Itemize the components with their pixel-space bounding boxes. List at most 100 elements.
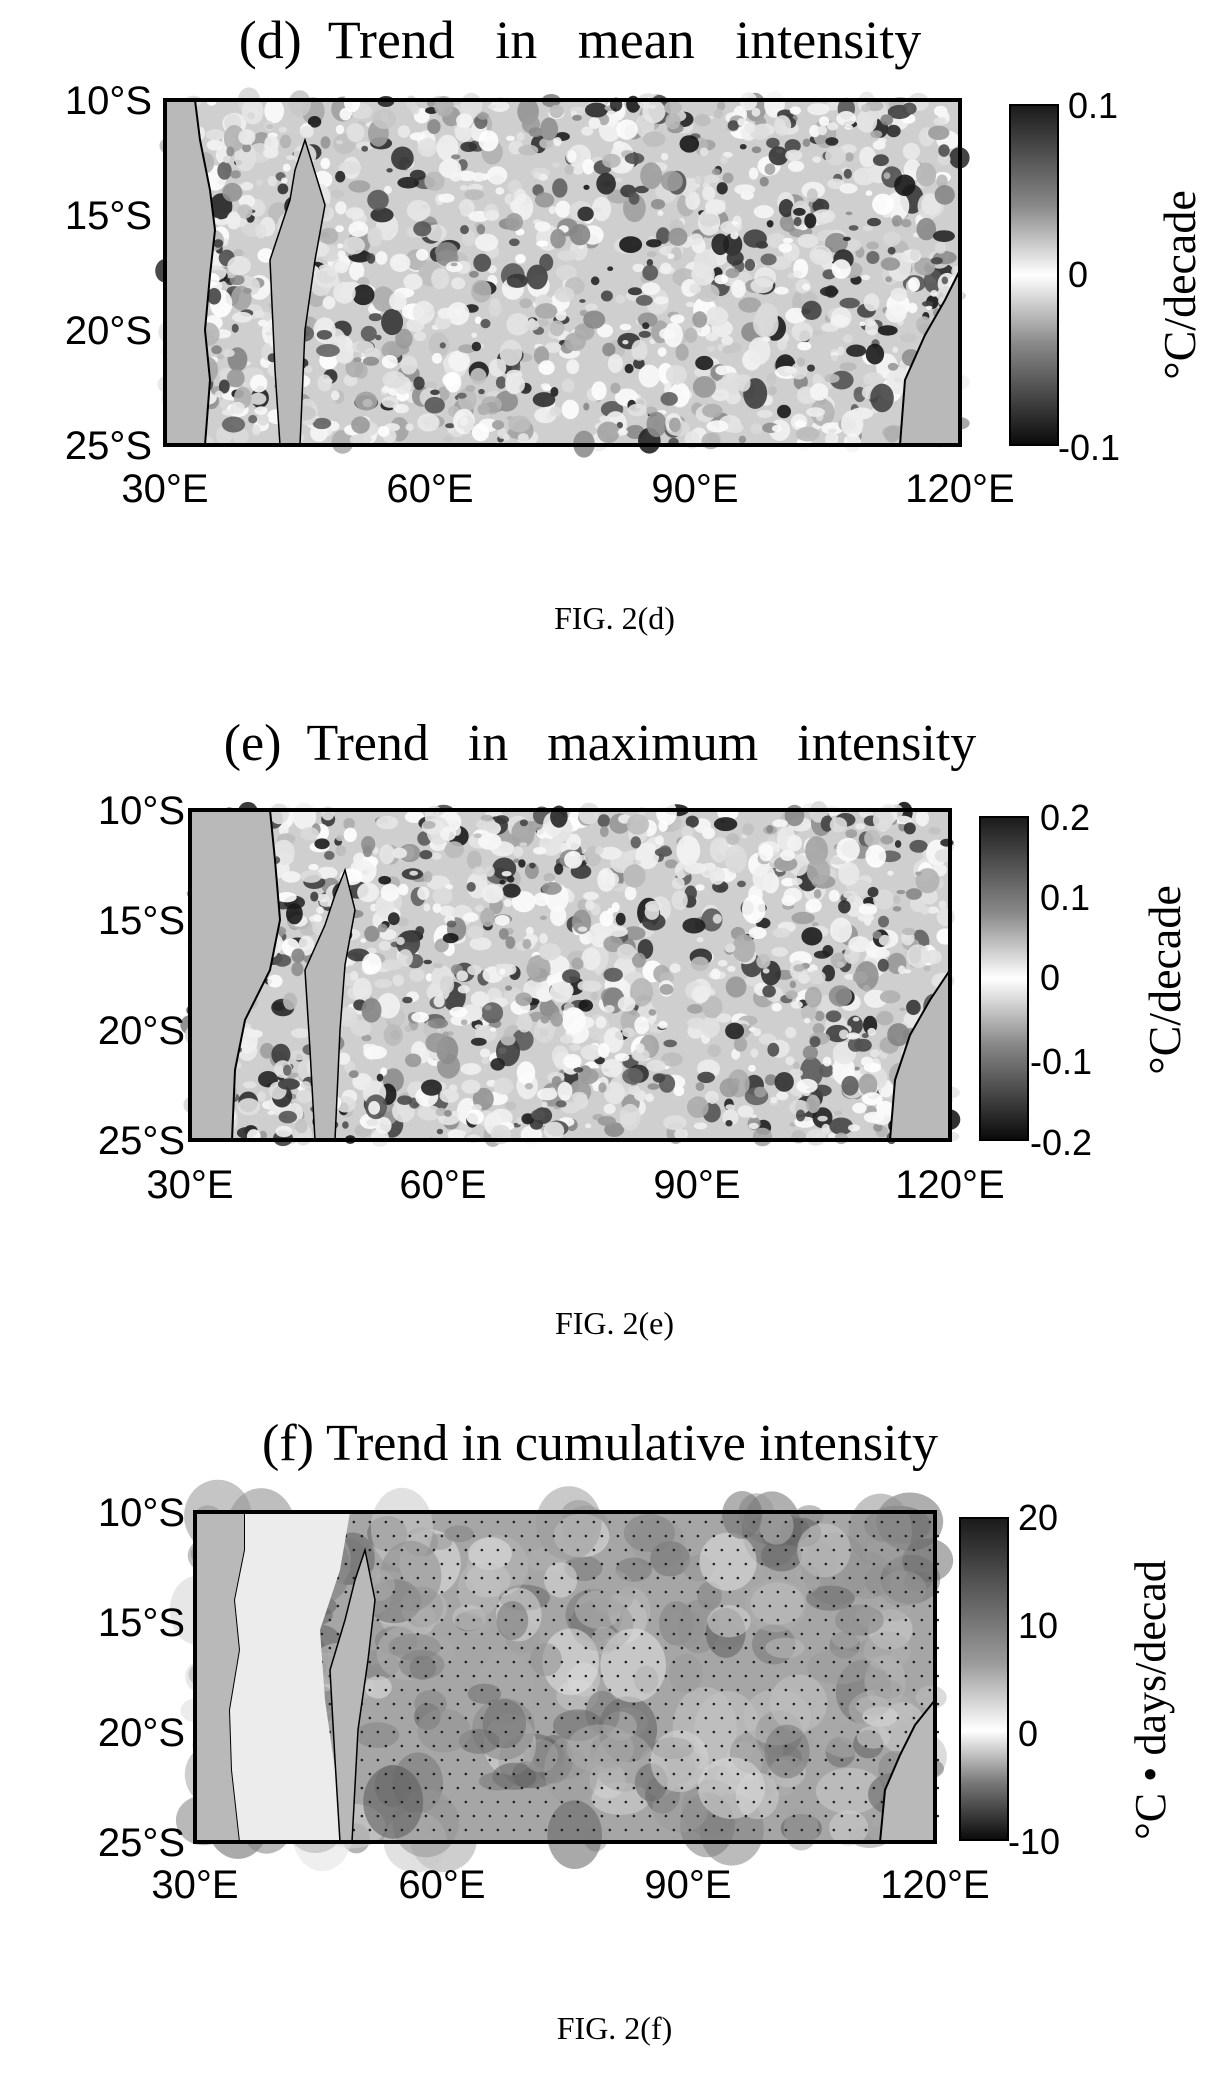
texture-blob <box>599 826 609 838</box>
texture-blob <box>511 891 536 913</box>
texture-blob <box>406 200 431 221</box>
texture-blob <box>695 884 705 891</box>
texture-blob <box>237 1098 261 1116</box>
texture-blob <box>343 91 361 113</box>
texture-blob <box>499 968 506 975</box>
texture-blob <box>845 211 853 216</box>
significance-dot <box>408 1814 412 1818</box>
texture-blob <box>894 174 916 197</box>
significance-dot <box>400 1716 404 1720</box>
significance-dot <box>784 1520 788 1524</box>
significance-dot <box>600 1758 604 1762</box>
significance-dot <box>560 1688 564 1692</box>
significance-dot <box>624 1632 628 1636</box>
texture-blob <box>861 274 871 281</box>
significance-dot <box>648 1534 652 1538</box>
significance-dot <box>648 1646 652 1650</box>
significance-dot <box>640 1576 644 1580</box>
significance-dot <box>576 1520 580 1524</box>
texture-blob <box>397 125 411 138</box>
texture-blob <box>275 1125 293 1138</box>
texture-blob <box>444 371 462 393</box>
texture-blob <box>848 225 859 231</box>
significance-dot <box>432 1744 436 1748</box>
texture-blob <box>809 383 829 401</box>
texture-blob <box>299 125 314 138</box>
significance-dot <box>848 1576 852 1580</box>
significance-dot <box>768 1548 772 1552</box>
texture-blob <box>255 224 267 239</box>
significance-dot <box>400 1828 404 1832</box>
texture-blob <box>264 98 285 124</box>
significance-dot <box>752 1800 756 1804</box>
texture-blob <box>628 1085 641 1096</box>
texture-blob <box>801 927 823 946</box>
significance-dot <box>880 1576 884 1580</box>
texture-blob <box>721 335 734 346</box>
texture-blob <box>367 227 383 247</box>
texture-blob <box>454 124 473 142</box>
significance-dot <box>512 1520 516 1524</box>
texture-blob <box>374 978 393 989</box>
texture-blob <box>506 313 530 336</box>
x-tick-label: 60°E <box>386 467 473 511</box>
texture-blob <box>378 940 391 951</box>
texture-blob <box>766 137 780 149</box>
texture-blob <box>688 192 698 199</box>
significance-dot <box>688 1632 692 1636</box>
significance-dot <box>640 1604 644 1608</box>
significance-dot <box>408 1534 412 1538</box>
significance-dot <box>616 1814 620 1818</box>
texture-blob <box>348 180 371 193</box>
significance-dot <box>872 1786 876 1790</box>
significance-dot <box>416 1576 420 1580</box>
texture-blob <box>231 323 239 333</box>
texture-blob <box>648 1009 657 1016</box>
texture-blob <box>362 398 373 408</box>
significance-dot <box>504 1590 508 1594</box>
significance-dot <box>936 1814 940 1818</box>
texture-blob <box>631 1048 650 1062</box>
significance-dot <box>584 1730 588 1734</box>
texture-blob <box>579 299 586 303</box>
significance-dot <box>576 1744 580 1748</box>
texture-blob <box>793 964 805 972</box>
significance-dot <box>384 1548 388 1552</box>
texture-blob <box>481 1002 504 1024</box>
significance-dot <box>824 1758 828 1762</box>
significance-dot <box>560 1800 564 1804</box>
texture-blob <box>623 864 646 888</box>
significance-dot <box>736 1688 740 1692</box>
significance-dot <box>496 1548 500 1552</box>
significance-dot <box>896 1660 900 1664</box>
significance-dot <box>888 1702 892 1706</box>
texture-blob <box>500 1034 516 1046</box>
texture-blob <box>758 843 774 862</box>
texture-blob <box>909 839 928 853</box>
texture-blob <box>494 915 510 926</box>
texture-blob <box>872 193 894 215</box>
texture-blob <box>490 174 505 185</box>
texture-blob <box>226 211 241 230</box>
texture-blob <box>731 1078 740 1086</box>
significance-dot <box>496 1520 500 1524</box>
significance-dot <box>392 1674 396 1678</box>
texture-blob <box>477 392 487 401</box>
significance-dot <box>400 1744 404 1748</box>
texture-blob <box>523 1739 559 1773</box>
colorbar: 20 10 0 -10 °C • days/decad <box>959 1497 1175 1862</box>
significance-dot <box>872 1562 876 1566</box>
texture-blob <box>669 963 681 974</box>
texture-blob <box>812 156 822 163</box>
significance-dot <box>544 1828 548 1832</box>
significance-dot <box>400 1632 404 1636</box>
texture-blob <box>660 392 678 406</box>
texture-blob <box>398 883 409 896</box>
significance-dot <box>712 1814 716 1818</box>
significance-dot <box>536 1730 540 1734</box>
significance-dot <box>640 1716 644 1720</box>
significance-dot <box>728 1674 732 1678</box>
texture-blob <box>632 952 646 968</box>
texture-blob <box>909 248 920 262</box>
texture-blob <box>716 182 728 195</box>
